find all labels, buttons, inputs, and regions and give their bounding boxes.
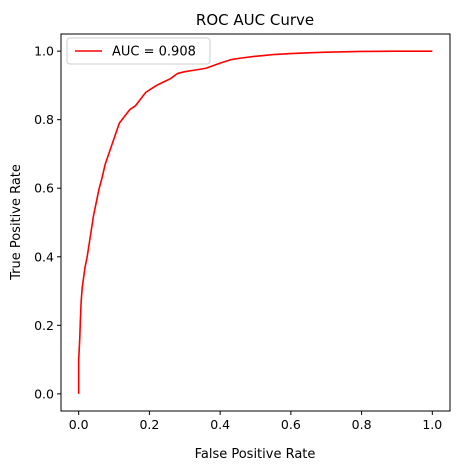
axis-ticks: 0.0 0.2 0.4 0.6 0.8 1.0 0.0 0.2 0.4 0.6 0.8 1.0	[34, 44, 442, 432]
y-tick-label: 0.8	[34, 112, 54, 127]
y-tick-label: 0.4	[34, 249, 54, 264]
x-tick-label: 0.2	[139, 417, 159, 432]
x-tick-label: 0.4	[210, 417, 230, 432]
legend: AUC = 0.908	[66, 37, 211, 65]
y-axis-label: True Positive Rate	[9, 164, 24, 281]
x-tick-label: 0.8	[352, 417, 372, 432]
y-tick-label: 0.6	[34, 181, 54, 196]
x-axis-label: False Positive Rate	[195, 447, 316, 462]
roc-curve-line	[77, 50, 433, 394]
x-tick-label: 1.0	[422, 417, 442, 432]
legend-box	[66, 37, 211, 65]
x-tick-label: 0.0	[69, 417, 89, 432]
series-group	[77, 50, 433, 394]
y-tick-label: 1.0	[34, 44, 54, 59]
plot-frame	[60, 33, 451, 412]
x-tick-label: 0.6	[281, 417, 301, 432]
chart-title: ROC AUC Curve	[196, 11, 314, 29]
legend-label: AUC = 0.908	[112, 45, 196, 60]
y-tick-label: 0.2	[34, 318, 54, 333]
y-tick-label: 0.0	[34, 386, 54, 401]
